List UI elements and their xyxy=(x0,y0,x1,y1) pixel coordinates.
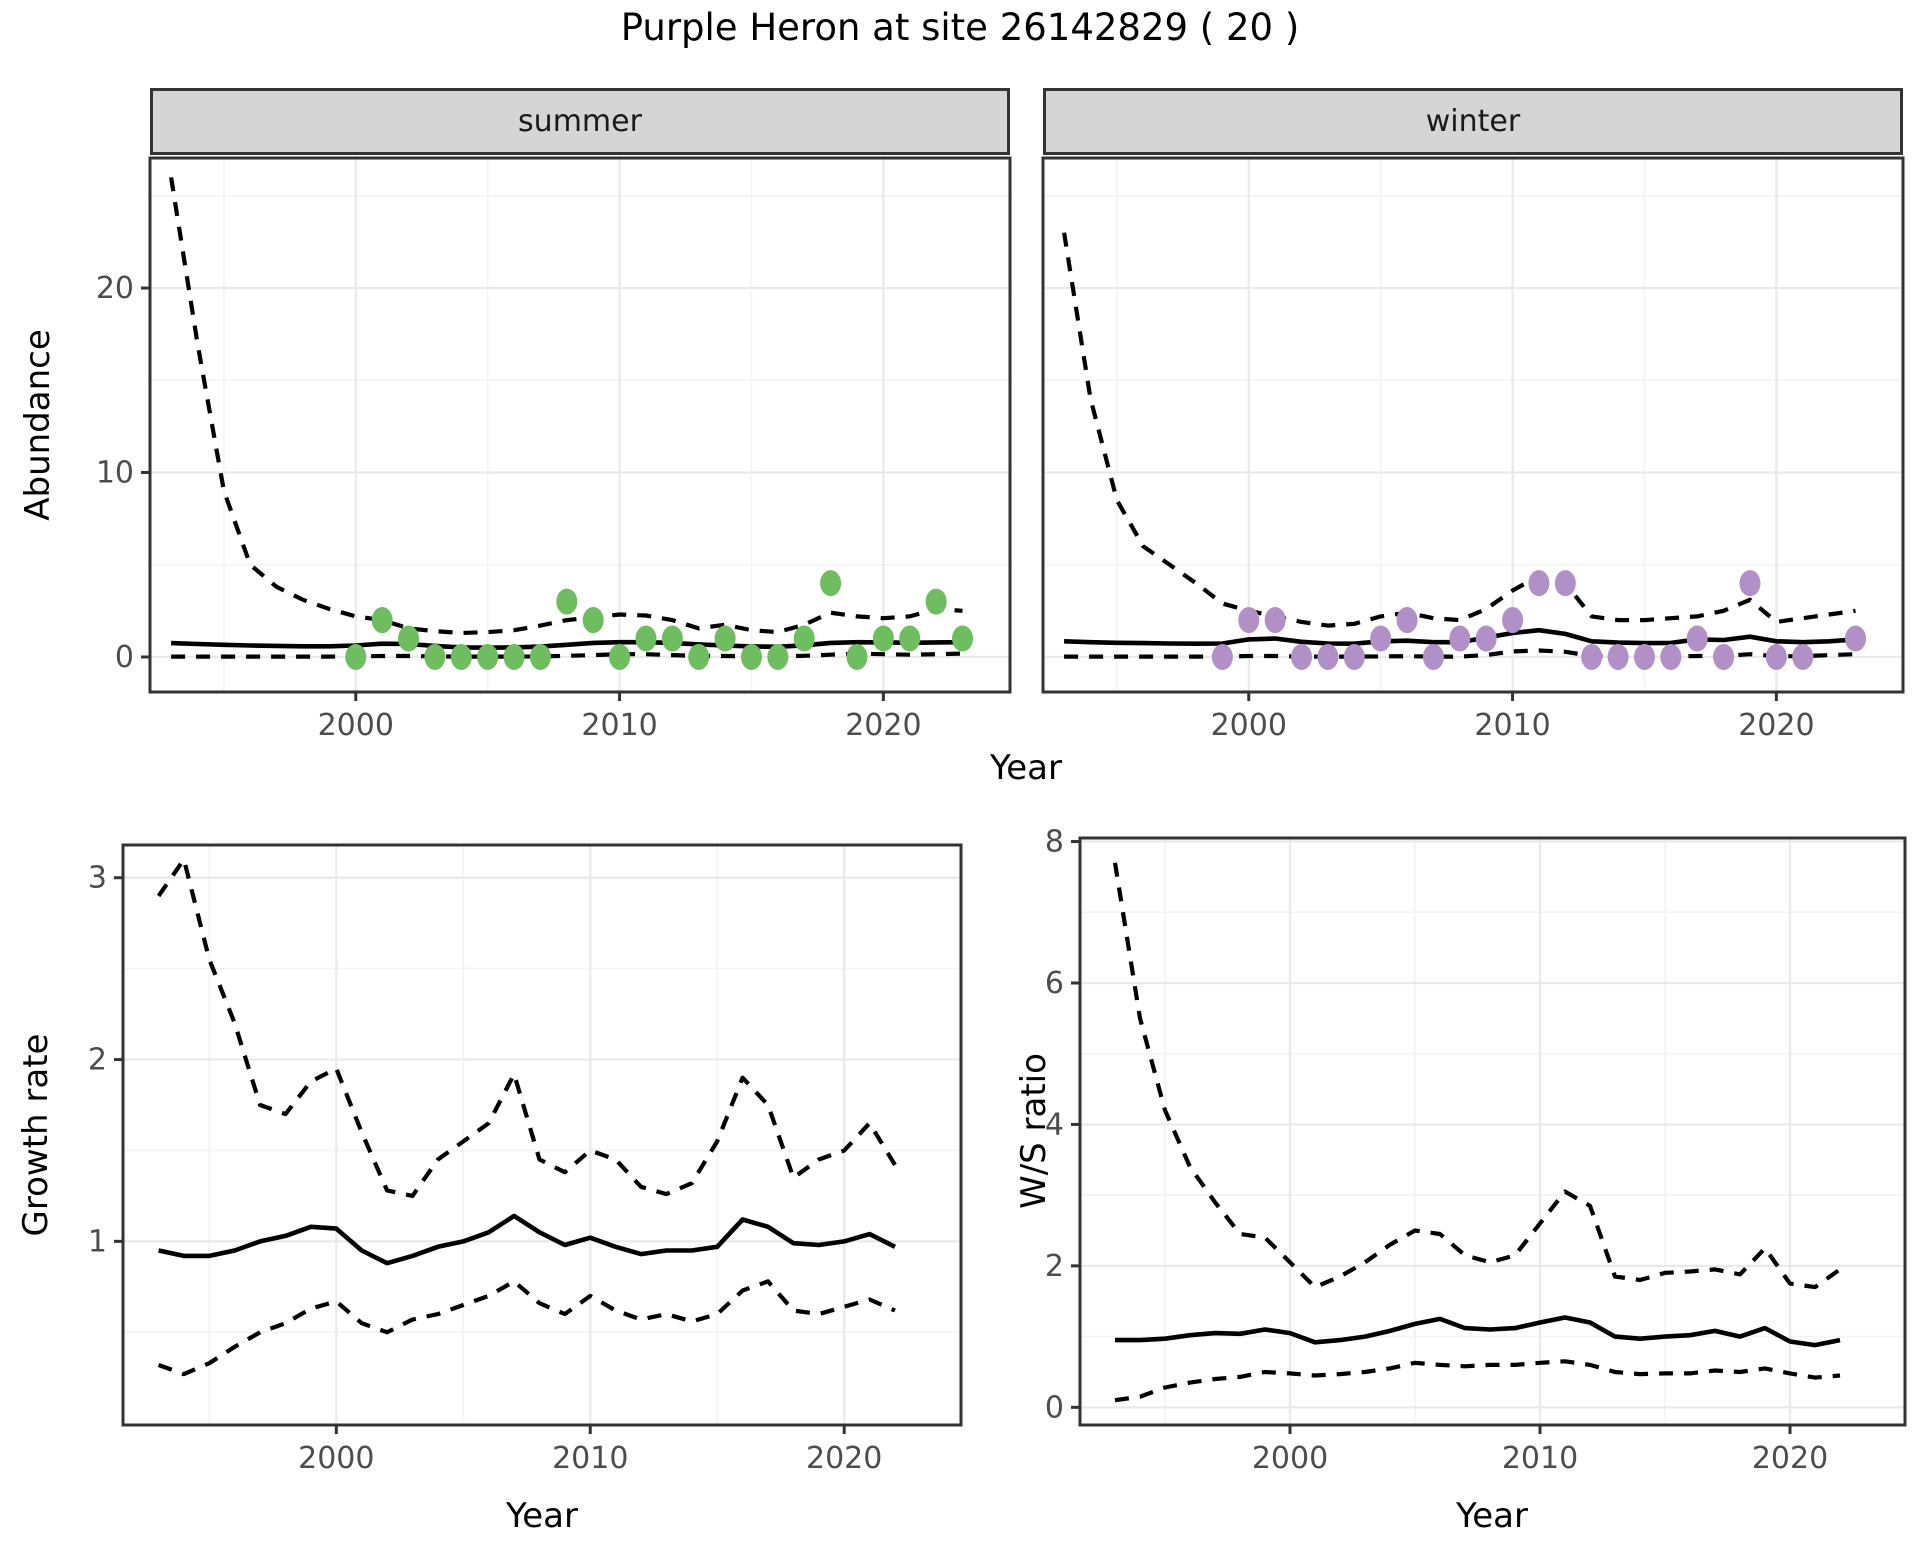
data-point xyxy=(1792,643,1814,670)
x-axis-title-year-ws: Year xyxy=(1456,1496,1528,1536)
y-tick-label: 20 xyxy=(96,271,134,306)
data-point xyxy=(1238,607,1260,634)
x-tick-label: 2000 xyxy=(298,1441,374,1476)
y-tick-label: 3 xyxy=(88,861,107,896)
data-point xyxy=(714,625,736,652)
data-point xyxy=(1633,643,1655,670)
x-tick-label: 2010 xyxy=(581,708,657,743)
data-point xyxy=(1211,643,1233,670)
data-point xyxy=(1449,625,1471,652)
x-tick-label: 2010 xyxy=(1474,708,1550,743)
growth-rate-upper-ci-line xyxy=(156,857,897,1198)
data-point xyxy=(925,588,947,615)
x-tick-label: 2020 xyxy=(1752,1441,1828,1476)
data-point xyxy=(1475,625,1497,652)
panel-abundance-winter: 2000 2010 2020 xyxy=(1041,156,1905,743)
data-point xyxy=(1739,570,1761,597)
data-point xyxy=(1660,643,1682,670)
y-tick-label: 0 xyxy=(1045,1390,1064,1425)
data-point xyxy=(1422,643,1444,670)
data-point xyxy=(1502,607,1524,634)
y-axis-title-ws-ratio: W/S ratio xyxy=(1014,1053,1054,1209)
data-point xyxy=(1554,570,1576,597)
x-tick-label: 2020 xyxy=(845,708,921,743)
facet-strip-winter: winter xyxy=(1043,88,1903,155)
data-point xyxy=(1607,643,1629,670)
abundance-summer-lower-ci-line xyxy=(171,651,963,659)
data-point xyxy=(1528,570,1550,597)
x-axis-title-year-top: Year xyxy=(990,748,1062,788)
data-point xyxy=(688,643,710,670)
growth-rate-lower-ci-line xyxy=(157,1279,896,1377)
data-point xyxy=(872,625,894,652)
data-point xyxy=(793,625,815,652)
ws-ratio-fit-line xyxy=(1115,1315,1841,1348)
data-point xyxy=(661,625,683,652)
data-point xyxy=(582,607,604,634)
x-tick-label: 2020 xyxy=(1738,708,1814,743)
data-point xyxy=(609,643,631,670)
data-point xyxy=(1343,643,1365,670)
y-axis-title-growth-rate: Growth rate xyxy=(16,1033,56,1237)
x-tick-label: 2000 xyxy=(318,708,394,743)
abundance-summer-fit-line xyxy=(171,639,963,650)
data-point xyxy=(820,570,842,597)
y-tick-label: 6 xyxy=(1045,966,1064,1001)
data-point xyxy=(1264,607,1286,634)
panel-abundance-summer: 2000 2010 2020 0 10 20 xyxy=(96,156,1012,743)
data-point xyxy=(345,643,367,670)
facet-strip-summer-label: summer xyxy=(518,104,642,139)
data-point xyxy=(398,625,420,652)
data-point xyxy=(899,625,921,652)
data-point xyxy=(1845,625,1867,652)
growth-rate-fit-line xyxy=(158,1213,897,1266)
data-point xyxy=(556,588,578,615)
data-point xyxy=(1291,643,1313,670)
data-point xyxy=(1713,643,1735,670)
x-tick-label: 2000 xyxy=(1211,708,1287,743)
x-tick-label: 2000 xyxy=(1252,1441,1328,1476)
ws-ratio-lower-ci-line xyxy=(1114,1359,1841,1403)
data-point xyxy=(1581,643,1603,670)
y-tick-label: 0 xyxy=(115,640,134,675)
x-tick-label: 2010 xyxy=(552,1441,628,1476)
x-axis-title-year-growth: Year xyxy=(506,1496,578,1536)
panel-growth-rate: 2000 2010 2020 1 2 3 xyxy=(88,843,963,1476)
data-point xyxy=(1396,607,1418,634)
data-point xyxy=(477,643,499,670)
abundance-summer-upper-ci-line xyxy=(169,177,963,636)
data-point xyxy=(371,607,393,634)
data-point xyxy=(635,625,657,652)
y-axis-title-abundance: Abundance xyxy=(18,329,58,521)
data-point xyxy=(1370,625,1392,652)
x-tick-label: 2010 xyxy=(1502,1441,1578,1476)
facet-strip-winter-label: winter xyxy=(1425,104,1521,139)
data-point xyxy=(1317,643,1339,670)
data-point xyxy=(1686,625,1708,652)
y-tick-label: 2 xyxy=(1045,1249,1064,1284)
data-point xyxy=(952,625,974,652)
data-point xyxy=(450,643,472,670)
abundance-winter-upper-ci-line xyxy=(1062,232,1856,628)
ws-ratio-upper-ci-line xyxy=(1112,862,1842,1290)
y-tick-label: 1 xyxy=(88,1224,107,1259)
data-point xyxy=(529,643,551,670)
y-tick-label: 10 xyxy=(96,455,134,490)
x-tick-label: 2020 xyxy=(806,1441,882,1476)
data-point xyxy=(740,643,762,670)
y-tick-label: 2 xyxy=(88,1043,107,1078)
page-title: Purple Heron at site 26142829 ( 20 ) xyxy=(620,6,1300,49)
data-point xyxy=(846,643,868,670)
facet-strip-summer: summer xyxy=(150,88,1010,155)
panel-ws-ratio: 2000 2010 2020 0 2 4 6 8 xyxy=(1045,825,1907,1476)
data-point xyxy=(1765,643,1787,670)
y-tick-label: 8 xyxy=(1045,825,1064,860)
data-point xyxy=(767,643,789,670)
y-tick-label: 4 xyxy=(1045,1107,1064,1142)
data-point xyxy=(503,643,525,670)
data-point xyxy=(424,643,446,670)
